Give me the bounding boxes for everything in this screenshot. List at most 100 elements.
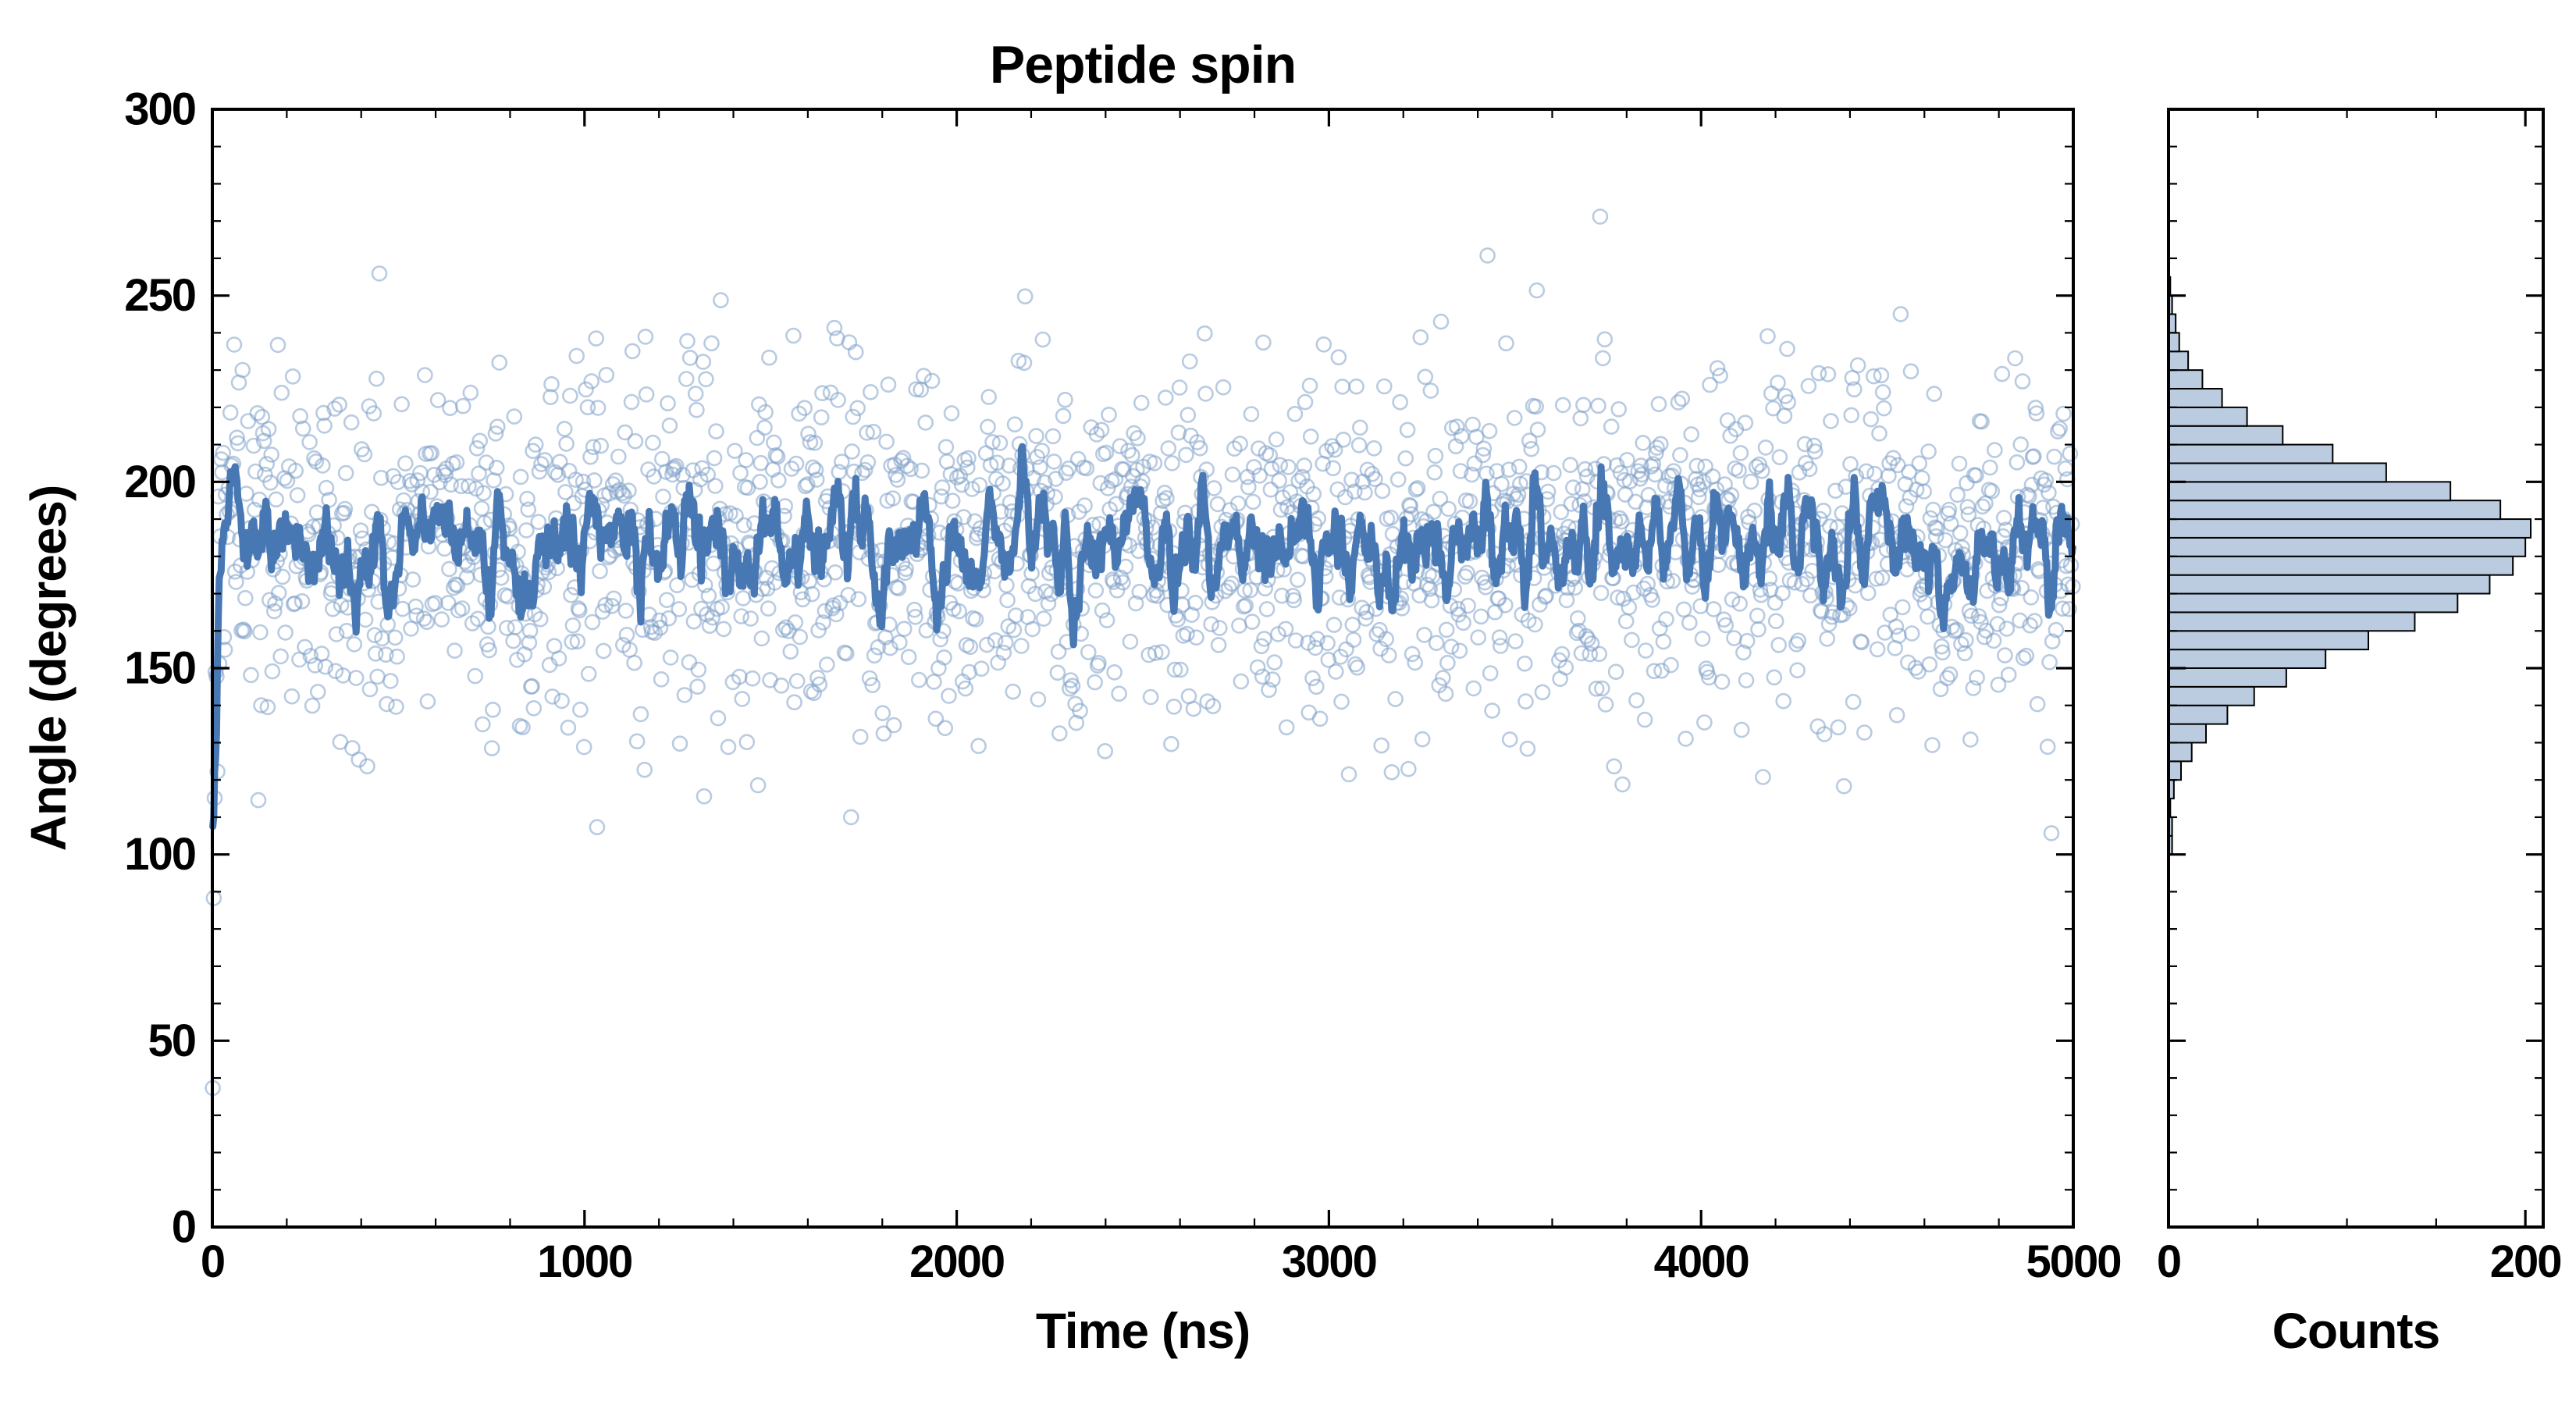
scatter-point	[1759, 328, 1776, 345]
scatter-point	[603, 597, 621, 614]
scatter-point	[795, 591, 811, 608]
scatter-point	[1892, 306, 1909, 322]
scatter-point	[1731, 596, 1748, 612]
scatter-point	[2015, 649, 2032, 667]
scatter-point	[637, 329, 654, 345]
scatter-point	[1166, 661, 1183, 678]
scatter-point	[407, 598, 424, 615]
scatter-point	[1989, 616, 2006, 632]
scatter-point	[1438, 621, 1455, 638]
scatter-point	[1610, 400, 1627, 418]
scatter-point	[550, 650, 568, 667]
scatter-point	[896, 621, 913, 638]
scatter-point	[1633, 457, 1649, 474]
scatter-point	[1588, 680, 1605, 697]
scatter-point	[1178, 446, 1194, 464]
scatter-point	[1920, 608, 1936, 625]
scatter-point	[2013, 579, 2030, 596]
scatter-point	[1400, 760, 1417, 777]
scatter-point	[1794, 575, 1810, 592]
scatter-point	[616, 487, 632, 504]
scatter-point	[507, 619, 524, 635]
scatter-point	[1991, 596, 2008, 614]
scatter-point	[277, 624, 294, 641]
scatter-point	[352, 522, 369, 539]
scatter-point	[1294, 468, 1311, 486]
scatter-point	[626, 654, 642, 671]
scatter-point	[551, 454, 568, 471]
scatter-point	[563, 586, 579, 603]
scatter-point	[662, 649, 679, 666]
scatter-point	[1815, 502, 1832, 519]
scatter-point	[911, 671, 927, 688]
scatter-point	[558, 436, 575, 452]
scatter-point	[1466, 455, 1483, 472]
scatter-point	[585, 472, 603, 489]
scatter-point	[1770, 374, 1786, 391]
scatter-point	[1820, 616, 1838, 632]
scatter-point	[734, 691, 751, 707]
scatter-point	[1278, 719, 1295, 736]
scatter-point	[806, 685, 822, 702]
scatter-point	[1820, 366, 1837, 382]
scatter-point	[705, 555, 722, 572]
scatter-point	[685, 613, 703, 630]
scatter-point	[1655, 633, 1672, 650]
scatter-point	[1304, 670, 1321, 687]
scatter-point	[377, 646, 394, 663]
scatter-point	[598, 366, 615, 383]
scatter-point	[917, 414, 934, 431]
scatter-point	[1243, 406, 1260, 422]
scatter-point	[553, 692, 570, 710]
scatter-point	[753, 454, 770, 471]
scatter-point	[506, 408, 523, 425]
scatter-point	[1527, 616, 1543, 633]
scatter-point	[361, 681, 379, 698]
scatter-point	[628, 733, 646, 750]
scatter-point	[1953, 635, 1969, 653]
scatter-point	[1876, 400, 1892, 417]
scatter-point	[1305, 486, 1322, 503]
scatter-point	[1133, 394, 1150, 411]
scatter-point	[1265, 671, 1281, 688]
scatter-point	[422, 483, 439, 500]
scatter-point	[1062, 680, 1078, 697]
scatter-point	[645, 434, 661, 451]
scatter-point	[1409, 480, 1426, 496]
scatter-point	[895, 450, 912, 467]
scatter-point	[572, 701, 589, 718]
scatter-point	[618, 626, 635, 643]
scatter-point	[1044, 428, 1062, 445]
scatter-point	[1112, 438, 1129, 454]
scatter-point	[1594, 680, 1610, 697]
scatter-point	[1098, 444, 1115, 461]
scatter-point	[226, 336, 243, 353]
scatter-point	[1261, 681, 1277, 699]
scatter-point	[898, 560, 914, 578]
scatter-point	[2021, 488, 2037, 504]
scatter-point	[1034, 443, 1050, 459]
scatter-point	[936, 649, 952, 666]
scatter-point	[287, 462, 304, 479]
hist-bar	[2168, 350, 2190, 372]
scatter-point	[437, 467, 454, 484]
scatter-point	[1869, 641, 1886, 658]
scatter-point	[856, 461, 873, 478]
scatter-point	[1976, 628, 1993, 646]
scatter-point	[845, 408, 861, 425]
scatter-point	[1036, 474, 1053, 491]
scatter-point	[1895, 599, 1911, 616]
scatter-point	[1672, 446, 1688, 464]
scatter-point	[1171, 379, 1188, 396]
scatter-point	[1858, 463, 1875, 480]
scatter-point	[1147, 645, 1164, 661]
scatter-point	[1577, 461, 1594, 478]
scatter-point	[403, 621, 419, 637]
scatter-point	[1779, 340, 1795, 357]
scatter-point	[1926, 386, 1943, 402]
scatter-point	[617, 424, 634, 441]
scatter-point	[314, 457, 331, 474]
scatter-point	[585, 439, 602, 456]
scatter-point	[1224, 466, 1241, 483]
scatter-point	[783, 461, 800, 477]
